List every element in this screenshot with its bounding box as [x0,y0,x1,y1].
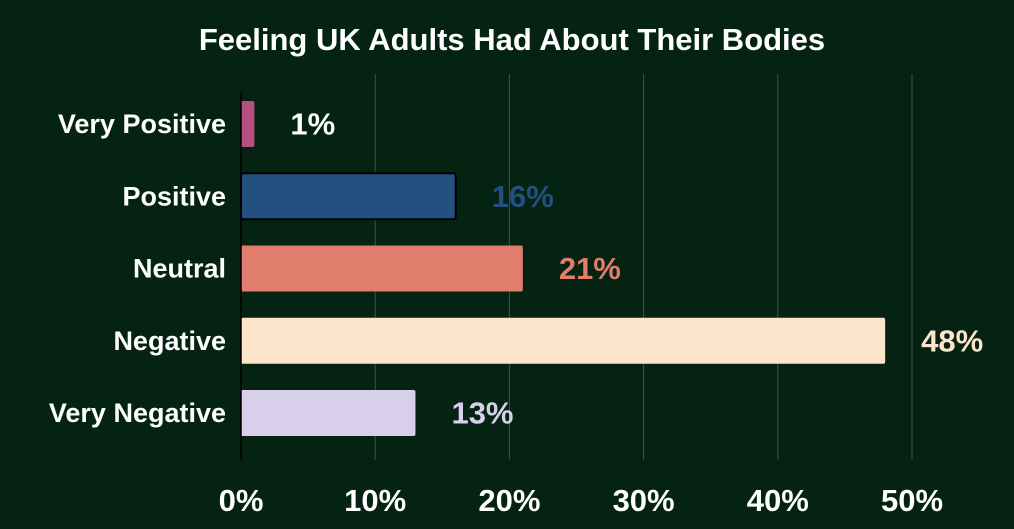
x-tick-label: 20% [478,483,540,518]
value-label: 16% [492,179,554,214]
value-label: 21% [559,251,621,286]
category-labels: Very Positive Positive Neutral Negative Very… [49,109,226,428]
bar [241,317,886,364]
value-label: 48% [921,323,983,358]
bar [240,172,457,221]
x-tick-label: 30% [613,483,675,518]
x-tick-label: 0% [219,483,264,518]
x-tick-labels: 0% 10% 20% 30% 40% 50% [219,483,943,518]
x-tick-label: 50% [881,483,943,518]
x-tick-label: 10% [344,483,406,518]
bars [240,101,886,436]
category-label: Positive [122,181,226,211]
bar [241,101,255,147]
value-labels: 1% 16% 21% 48% 13% [290,107,983,431]
category-label: Very Negative [49,398,226,428]
category-label: Negative [113,326,226,356]
bar [241,390,416,436]
bar [241,245,523,292]
category-label: Neutral [133,254,226,284]
category-label: Very Positive [58,109,226,139]
value-label: 13% [451,396,513,431]
value-label: 1% [290,107,335,142]
chart-title: Feeling UK Adults Had About Their Bodies [198,22,826,57]
x-tick-label: 40% [747,483,809,518]
